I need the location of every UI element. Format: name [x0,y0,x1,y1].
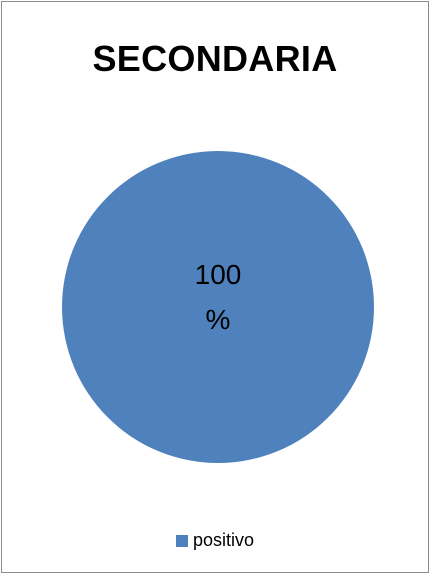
chart-legend: positivo [2,530,428,551]
legend-swatch-positivo [175,534,188,547]
slice-label-value: 100 [195,259,242,290]
chart-title: SECONDARIA [92,38,338,79]
pie-slice-positivo [62,151,374,463]
pie-slices [62,151,374,463]
slice-label-unit: % [206,304,231,335]
legend-label-positivo: positivo [192,530,255,550]
